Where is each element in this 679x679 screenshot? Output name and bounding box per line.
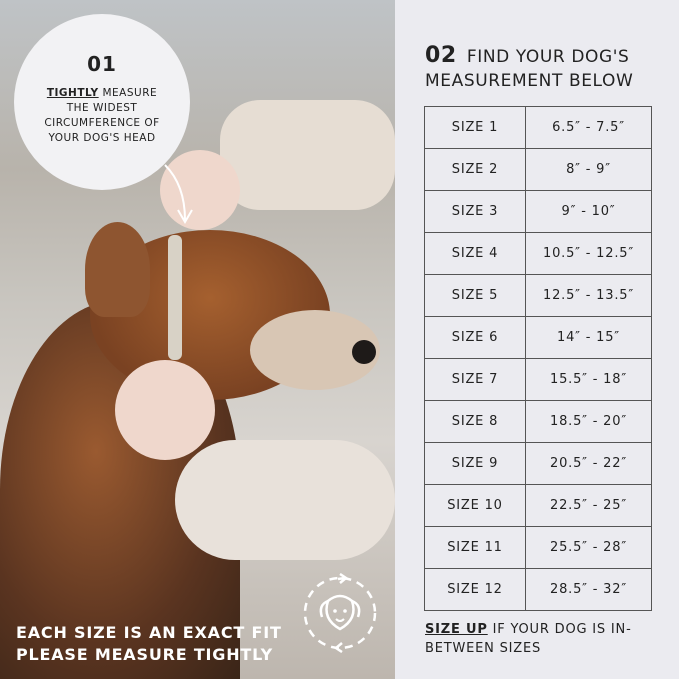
size-label: SIZE 6	[424, 316, 526, 359]
size-label: SIZE 9	[424, 442, 526, 485]
step1-number: 01	[87, 52, 117, 76]
size-label: SIZE 4	[424, 232, 526, 275]
size-range: 18.5″ - 20″	[525, 400, 652, 443]
dog-photo	[0, 0, 395, 679]
exact-fit-banner: EACH SIZE IS AN EXACT FIT PLEASE MEASURE…	[16, 622, 282, 666]
dog-face-rotate-icon	[303, 573, 377, 653]
size-up-note: SIZE UP IF YOUR DOG IS IN-BETWEEN SIZES	[425, 620, 679, 658]
size-row: SIZE 2 8″ - 9″	[424, 148, 652, 191]
size-row: SIZE 4 10.5″ - 12.5″	[424, 232, 652, 275]
hand-lower	[115, 360, 215, 460]
dog-nose	[352, 340, 376, 364]
size-row: SIZE 3 9″ - 10″	[424, 190, 652, 233]
size-range: 8″ - 9″	[525, 148, 652, 191]
step1-callout: 01 TIGHTLY MEASURE THE WIDEST CIRCUMFERE…	[14, 14, 190, 190]
size-row: SIZE 10 22.5″ - 25″	[424, 484, 652, 527]
size-range: 10.5″ - 12.5″	[525, 232, 652, 275]
sweater-lower	[175, 440, 395, 560]
size-label: SIZE 2	[424, 148, 526, 191]
size-range: 28.5″ - 32″	[525, 568, 652, 611]
size-range: 22.5″ - 25″	[525, 484, 652, 527]
size-range: 20.5″ - 22″	[525, 442, 652, 485]
size-label: SIZE 12	[424, 568, 526, 611]
size-range: 15.5″ - 18″	[525, 358, 652, 401]
size-range: 12.5″ - 13.5″	[525, 274, 652, 317]
step1-text: MEASURE THE WIDEST CIRCUMFERENCE OF YOUR…	[44, 87, 160, 144]
step2-number: 02	[425, 43, 457, 68]
size-label: SIZE 3	[424, 190, 526, 233]
banner-line1: EACH SIZE IS AN EXACT FIT	[16, 623, 282, 642]
size-label: SIZE 10	[424, 484, 526, 527]
sweater-arm	[220, 100, 395, 210]
step1-emphasis: TIGHTLY	[46, 87, 99, 99]
size-label: SIZE 5	[424, 274, 526, 317]
size-label: SIZE 7	[424, 358, 526, 401]
dog-ear	[85, 222, 150, 317]
size-row: SIZE 6 14″ - 15″	[424, 316, 652, 359]
hand-upper	[160, 150, 240, 230]
measuring-tape	[168, 235, 182, 360]
step1-instruction: TIGHTLY MEASURE THE WIDEST CIRCUMFERENCE…	[14, 86, 190, 146]
step2-line2: MEASUREMENT BELOW	[425, 71, 634, 91]
banner-line2: PLEASE MEASURE TIGHTLY	[16, 645, 274, 664]
arrow-icon	[164, 164, 193, 224]
step2-line1: FIND YOUR DOG'S	[466, 47, 630, 67]
note-emphasis: SIZE UP	[425, 622, 488, 637]
size-row: SIZE 1 6.5″ - 7.5″	[424, 106, 652, 149]
size-label: SIZE 8	[424, 400, 526, 443]
size-row: SIZE 9 20.5″ - 22″	[424, 442, 652, 485]
size-row: SIZE 12 28.5″ - 32″	[424, 568, 652, 611]
size-range: 9″ - 10″	[525, 190, 652, 233]
size-range: 14″ - 15″	[525, 316, 652, 359]
step2-heading: 02 FIND YOUR DOG'S MEASUREMENT BELOW	[425, 44, 633, 93]
size-label: SIZE 1	[424, 106, 526, 149]
size-row: SIZE 5 12.5″ - 13.5″	[424, 274, 652, 317]
size-chart-panel: 02 FIND YOUR DOG'S MEASUREMENT BELOW SIZ…	[395, 0, 679, 679]
size-row: SIZE 8 18.5″ - 20″	[424, 400, 652, 443]
size-row: SIZE 11 25.5″ - 28″	[424, 526, 652, 569]
size-range: 25.5″ - 28″	[525, 526, 652, 569]
size-table: SIZE 1 6.5″ - 7.5″ SIZE 2 8″ - 9″ SIZE 3 9″ -…	[424, 106, 652, 611]
size-range: 6.5″ - 7.5″	[525, 106, 652, 149]
note-text: IF YOUR DOG IS IN-BETWEEN SIZES	[425, 622, 632, 656]
size-row: SIZE 7 15.5″ - 18″	[424, 358, 652, 401]
size-label: SIZE 11	[424, 526, 526, 569]
